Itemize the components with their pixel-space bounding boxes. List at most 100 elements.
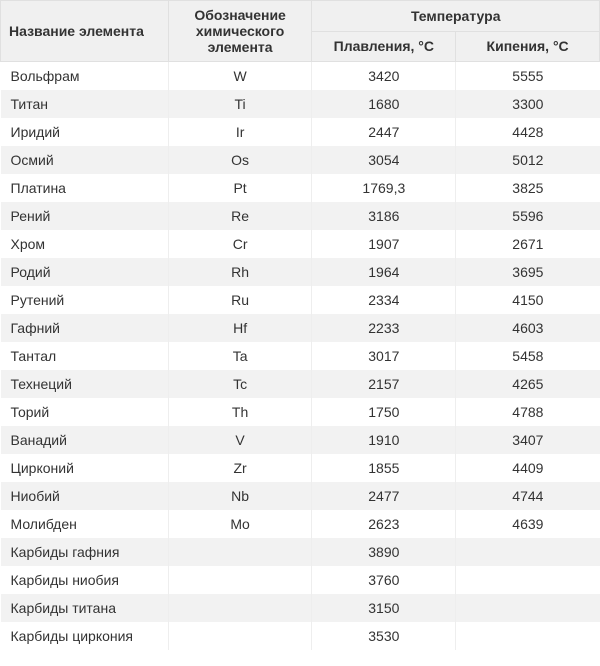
- cell-melt: 3890: [312, 538, 456, 566]
- cell-symbol: Th: [168, 398, 312, 426]
- cell-symbol: [168, 594, 312, 622]
- cell-symbol: Mo: [168, 510, 312, 538]
- cell-symbol: Ru: [168, 286, 312, 314]
- cell-melt: 3530: [312, 622, 456, 650]
- cell-symbol: W: [168, 62, 312, 91]
- cell-boil: 4409: [456, 454, 600, 482]
- cell-name: Гафний: [1, 314, 169, 342]
- cell-melt: 1910: [312, 426, 456, 454]
- cell-symbol: [168, 566, 312, 594]
- cell-name: Карбиды титана: [1, 594, 169, 622]
- cell-melt: 3420: [312, 62, 456, 91]
- cell-symbol: Ta: [168, 342, 312, 370]
- cell-name: Ванадий: [1, 426, 169, 454]
- cell-boil: 4603: [456, 314, 600, 342]
- col-header-boil: Кипения, °С: [456, 31, 600, 62]
- cell-symbol: Hf: [168, 314, 312, 342]
- cell-symbol: Cr: [168, 230, 312, 258]
- cell-boil: 3825: [456, 174, 600, 202]
- table-row: Карбиды циркония 3530: [1, 622, 600, 650]
- table-row: МолибденMo26234639: [1, 510, 600, 538]
- cell-symbol: Os: [168, 146, 312, 174]
- table-row: ТанталTa30175458: [1, 342, 600, 370]
- cell-melt: 3054: [312, 146, 456, 174]
- table-row: ГафнийHf22334603: [1, 314, 600, 342]
- cell-symbol: [168, 622, 312, 650]
- cell-symbol: Zr: [168, 454, 312, 482]
- table-row: ТехнецийTc21574265: [1, 370, 600, 398]
- table-row: Карбиды гафния 3890: [1, 538, 600, 566]
- table-row: ХромCr19072671: [1, 230, 600, 258]
- cell-melt: 1750: [312, 398, 456, 426]
- table-row: ВольфрамW34205555: [1, 62, 600, 91]
- table-row: ВанадийV19103407: [1, 426, 600, 454]
- table-row: ИридийIr24474428: [1, 118, 600, 146]
- cell-melt: 3760: [312, 566, 456, 594]
- cell-symbol: Re: [168, 202, 312, 230]
- elements-table: Название элемента Обозначение химическог…: [0, 0, 600, 650]
- col-header-name: Название элемента: [1, 1, 169, 62]
- cell-boil: 4150: [456, 286, 600, 314]
- cell-boil: [456, 594, 600, 622]
- table-row: ТитанTi16803300: [1, 90, 600, 118]
- cell-symbol: Ir: [168, 118, 312, 146]
- table-row: РенийRe31865596: [1, 202, 600, 230]
- cell-melt: 1680: [312, 90, 456, 118]
- cell-name: Карбиды ниобия: [1, 566, 169, 594]
- cell-boil: 5012: [456, 146, 600, 174]
- table-row: Карбиды ниобия 3760: [1, 566, 600, 594]
- table-row: РутенийRu23344150: [1, 286, 600, 314]
- cell-boil: [456, 622, 600, 650]
- cell-name: Титан: [1, 90, 169, 118]
- cell-boil: 3407: [456, 426, 600, 454]
- cell-melt: 2447: [312, 118, 456, 146]
- cell-melt: 2233: [312, 314, 456, 342]
- cell-name: Торий: [1, 398, 169, 426]
- cell-symbol: [168, 538, 312, 566]
- cell-melt: 3186: [312, 202, 456, 230]
- cell-boil: 4744: [456, 482, 600, 510]
- table-row: НиобийNb24774744: [1, 482, 600, 510]
- col-header-symbol: Обозначение химического элемента: [168, 1, 312, 62]
- cell-melt: 1907: [312, 230, 456, 258]
- table-body: ВольфрамW34205555ТитанTi16803300ИридийIr…: [1, 62, 600, 651]
- cell-name: Ниобий: [1, 482, 169, 510]
- cell-name: Родий: [1, 258, 169, 286]
- cell-boil: [456, 538, 600, 566]
- cell-name: Осмий: [1, 146, 169, 174]
- cell-name: Хром: [1, 230, 169, 258]
- cell-symbol: Pt: [168, 174, 312, 202]
- cell-name: Технеций: [1, 370, 169, 398]
- cell-name: Молибден: [1, 510, 169, 538]
- table-row: ПлатинаPt1769,33825: [1, 174, 600, 202]
- table-row: Карбиды титана 3150: [1, 594, 600, 622]
- cell-boil: 4639: [456, 510, 600, 538]
- cell-melt: 2157: [312, 370, 456, 398]
- cell-name: Вольфрам: [1, 62, 169, 91]
- cell-symbol: Ti: [168, 90, 312, 118]
- cell-name: Иридий: [1, 118, 169, 146]
- table-row: ЦирконийZr18554409: [1, 454, 600, 482]
- cell-name: Платина: [1, 174, 169, 202]
- cell-boil: 5458: [456, 342, 600, 370]
- table-row: ОсмийOs30545012: [1, 146, 600, 174]
- cell-symbol: Rh: [168, 258, 312, 286]
- cell-symbol: Nb: [168, 482, 312, 510]
- cell-boil: 5596: [456, 202, 600, 230]
- cell-boil: [456, 566, 600, 594]
- col-header-temp-group: Температура: [312, 1, 600, 32]
- cell-name: Тантал: [1, 342, 169, 370]
- cell-melt: 1964: [312, 258, 456, 286]
- cell-melt: 2623: [312, 510, 456, 538]
- cell-boil: 2671: [456, 230, 600, 258]
- cell-boil: 4788: [456, 398, 600, 426]
- table-row: РодийRh19643695: [1, 258, 600, 286]
- cell-melt: 2334: [312, 286, 456, 314]
- cell-name: Карбиды гафния: [1, 538, 169, 566]
- cell-melt: 3017: [312, 342, 456, 370]
- cell-name: Карбиды циркония: [1, 622, 169, 650]
- cell-symbol: Tc: [168, 370, 312, 398]
- cell-melt: 3150: [312, 594, 456, 622]
- cell-symbol: V: [168, 426, 312, 454]
- cell-name: Цирконий: [1, 454, 169, 482]
